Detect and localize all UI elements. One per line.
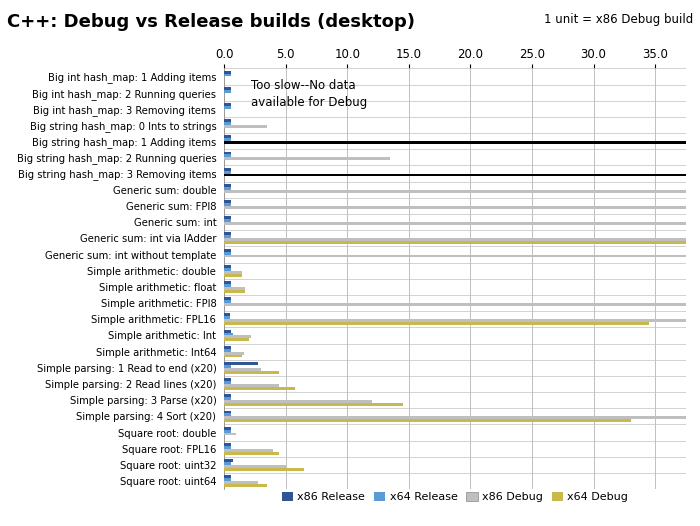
Bar	[224, 251, 231, 255]
Bar	[224, 135, 231, 138]
Bar	[224, 449, 273, 452]
Bar	[224, 459, 232, 462]
Bar	[224, 330, 232, 332]
Bar	[224, 322, 649, 325]
Bar	[224, 397, 231, 400]
Bar	[224, 203, 231, 206]
Bar	[224, 249, 231, 251]
Bar	[224, 446, 231, 449]
Bar	[224, 216, 232, 219]
Text: C++: Debug vs Release builds (desktop): C++: Debug vs Release builds (desktop)	[7, 13, 415, 31]
Bar	[224, 468, 304, 471]
Bar	[224, 362, 258, 365]
Bar	[224, 274, 242, 277]
Bar	[224, 332, 232, 336]
Text: 1 unit = x86 Debug build: 1 unit = x86 Debug build	[544, 13, 693, 26]
Bar	[224, 481, 258, 484]
Bar	[224, 87, 231, 90]
Bar	[224, 476, 231, 478]
Bar	[224, 238, 686, 241]
Bar	[224, 200, 231, 203]
Bar	[224, 122, 232, 125]
Bar	[224, 417, 686, 419]
Bar	[224, 222, 686, 225]
Text: Too slow--No data
available for Debug: Too slow--No data available for Debug	[251, 79, 368, 109]
Bar	[224, 138, 231, 141]
Bar	[224, 365, 231, 368]
Bar	[224, 452, 279, 454]
Bar	[224, 297, 231, 300]
Bar	[224, 232, 232, 236]
Bar	[224, 141, 686, 144]
Bar	[224, 168, 231, 170]
Bar	[224, 125, 267, 128]
Bar	[224, 271, 242, 274]
Bar	[224, 190, 686, 193]
Bar	[224, 206, 686, 209]
Bar	[224, 338, 248, 341]
Bar	[224, 355, 242, 358]
Bar	[224, 419, 631, 422]
Bar	[224, 410, 231, 413]
Bar	[224, 290, 245, 292]
Bar	[224, 174, 686, 177]
Legend: x86 Release, x64 Release, x86 Debug, x64 Debug: x86 Release, x64 Release, x86 Debug, x64…	[277, 488, 633, 507]
Bar	[224, 284, 231, 287]
Bar	[224, 303, 686, 306]
Bar	[224, 351, 244, 355]
Bar	[224, 478, 231, 481]
Bar	[224, 300, 231, 303]
Bar	[224, 371, 279, 373]
Bar	[224, 236, 232, 238]
Bar	[224, 70, 231, 74]
Bar	[224, 265, 231, 268]
Bar	[224, 170, 231, 174]
Bar	[224, 378, 231, 381]
Bar	[224, 157, 391, 160]
Bar	[224, 430, 231, 432]
Bar	[224, 74, 231, 76]
Bar	[224, 219, 232, 222]
Bar	[224, 90, 231, 93]
Bar	[224, 413, 231, 417]
Bar	[224, 319, 686, 322]
Bar	[224, 103, 231, 106]
Bar	[224, 187, 231, 190]
Bar	[224, 387, 295, 390]
Bar	[224, 403, 402, 406]
Bar	[224, 287, 245, 290]
Bar	[224, 174, 686, 177]
Bar	[224, 346, 231, 349]
Bar	[224, 462, 231, 465]
Bar	[224, 394, 231, 397]
Bar	[224, 336, 251, 338]
Bar	[224, 443, 231, 446]
Bar	[224, 151, 231, 155]
Bar	[224, 427, 231, 430]
Bar	[224, 241, 686, 244]
Bar	[224, 141, 686, 144]
Bar	[224, 184, 231, 187]
Bar	[224, 155, 231, 157]
Bar	[224, 119, 231, 122]
Bar	[224, 465, 286, 468]
Bar	[224, 381, 231, 384]
Bar	[224, 106, 231, 109]
Bar	[224, 255, 686, 257]
Bar	[224, 313, 230, 316]
Bar	[224, 349, 232, 351]
Bar	[224, 281, 231, 284]
Bar	[224, 368, 261, 371]
Bar	[224, 400, 372, 403]
Bar	[224, 384, 279, 387]
Bar	[224, 316, 230, 319]
Bar	[224, 484, 267, 487]
Bar	[224, 432, 237, 436]
Bar	[224, 268, 231, 271]
